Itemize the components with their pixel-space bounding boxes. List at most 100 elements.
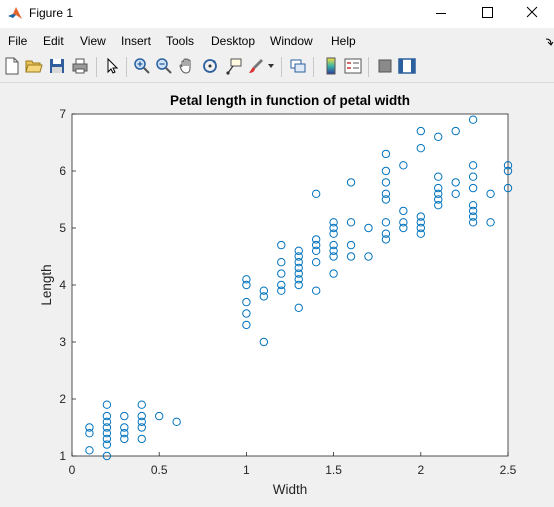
data-point bbox=[503, 183, 513, 193]
data-point bbox=[137, 423, 146, 432]
data-point bbox=[346, 218, 356, 227]
data-point bbox=[137, 434, 146, 444]
hide-plot-tools-icon[interactable] bbox=[376, 57, 394, 75]
new-figure-icon[interactable] bbox=[3, 57, 21, 75]
data-point bbox=[329, 218, 338, 227]
axes-area[interactable] bbox=[71, 113, 509, 457]
data-cursor-icon[interactable] bbox=[225, 57, 243, 75]
x-tick-label: 0.5 bbox=[151, 463, 168, 477]
window-title: Figure 1 bbox=[29, 6, 74, 20]
data-point bbox=[346, 252, 356, 261]
data-point bbox=[416, 212, 425, 221]
data-point bbox=[468, 115, 478, 124]
menu-view[interactable]: View bbox=[80, 34, 106, 48]
data-point bbox=[329, 252, 338, 261]
data-point bbox=[294, 252, 303, 261]
show-plot-tools-icon[interactable] bbox=[398, 57, 416, 75]
minimize-button[interactable] bbox=[418, 0, 464, 28]
data-point bbox=[294, 258, 303, 267]
data-point bbox=[364, 223, 373, 233]
data-point bbox=[85, 429, 94, 438]
data-point bbox=[120, 434, 129, 444]
data-point bbox=[451, 126, 460, 136]
data-point bbox=[486, 189, 495, 199]
menu-insert[interactable]: Insert bbox=[121, 34, 152, 48]
data-point bbox=[311, 286, 321, 295]
y-axis-label: Length bbox=[39, 264, 54, 305]
data-point bbox=[434, 195, 443, 204]
data-point bbox=[381, 166, 391, 176]
data-point bbox=[381, 229, 391, 238]
data-point bbox=[102, 451, 112, 461]
data-point bbox=[242, 275, 251, 284]
print-icon[interactable] bbox=[71, 57, 89, 75]
dock-arrow-icon[interactable] bbox=[545, 37, 554, 46]
menu-edit[interactable]: Edit bbox=[43, 34, 64, 48]
x-tick-label: 0 bbox=[69, 463, 76, 477]
title-bar: Figure 1 bbox=[0, 0, 554, 28]
x-tick-label: 1 bbox=[243, 463, 250, 477]
data-point bbox=[137, 417, 146, 426]
data-point bbox=[277, 258, 286, 267]
data-point bbox=[85, 423, 94, 432]
legend-icon[interactable] bbox=[344, 57, 362, 75]
link-plot-icon[interactable] bbox=[289, 57, 307, 75]
data-point bbox=[329, 246, 338, 256]
data-point bbox=[102, 400, 112, 409]
data-point bbox=[137, 411, 146, 421]
data-point bbox=[242, 309, 251, 318]
scatter-plot[interactable]: Petal length in function of petal width … bbox=[0, 83, 554, 502]
close-icon bbox=[526, 6, 538, 18]
open-file-icon[interactable] bbox=[25, 57, 43, 75]
data-point bbox=[259, 292, 269, 301]
data-point bbox=[346, 240, 356, 250]
data-point bbox=[399, 223, 408, 233]
brush-icon[interactable] bbox=[247, 57, 265, 75]
data-point bbox=[102, 429, 112, 438]
data-point bbox=[242, 297, 251, 307]
zoom-out-icon[interactable] bbox=[155, 57, 173, 75]
y-tick-label: 5 bbox=[59, 221, 66, 235]
menu-file[interactable]: File bbox=[8, 34, 28, 48]
data-point bbox=[381, 189, 391, 199]
maximize-icon bbox=[482, 7, 493, 18]
figure-canvas: Petal length in function of petal width … bbox=[0, 83, 554, 502]
close-button[interactable] bbox=[510, 0, 554, 28]
menu-tools[interactable]: Tools bbox=[166, 34, 195, 48]
data-point bbox=[381, 149, 391, 159]
toolbar-separator bbox=[96, 57, 97, 77]
data-point bbox=[329, 229, 338, 238]
data-point bbox=[155, 411, 164, 421]
data-point bbox=[416, 218, 425, 227]
menu-window[interactable]: Window bbox=[270, 34, 313, 48]
pointer-icon[interactable] bbox=[103, 57, 121, 75]
data-point bbox=[294, 280, 303, 290]
y-tick-label: 6 bbox=[59, 164, 66, 178]
colorbar-icon[interactable] bbox=[322, 57, 340, 75]
menu-help[interactable]: Help bbox=[331, 34, 356, 48]
data-point bbox=[329, 240, 338, 250]
data-point bbox=[329, 223, 338, 233]
maximize-button[interactable] bbox=[464, 0, 510, 28]
data-point bbox=[434, 183, 443, 193]
data-point bbox=[381, 218, 391, 227]
data-point bbox=[102, 440, 112, 449]
data-point bbox=[346, 178, 356, 187]
data-point bbox=[416, 126, 425, 136]
data-point bbox=[468, 161, 478, 170]
data-point bbox=[468, 201, 478, 210]
zoom-in-icon[interactable] bbox=[133, 57, 151, 75]
data-point bbox=[468, 206, 478, 216]
chevron-down-icon[interactable] bbox=[268, 64, 274, 68]
rotate-3d-icon[interactable] bbox=[201, 57, 219, 75]
save-icon[interactable] bbox=[48, 57, 66, 75]
data-point bbox=[311, 235, 321, 244]
menu-desktop[interactable]: Desktop bbox=[211, 34, 256, 48]
data-point bbox=[486, 218, 495, 227]
data-point bbox=[416, 229, 425, 238]
data-point bbox=[294, 246, 303, 256]
pan-icon[interactable] bbox=[178, 57, 196, 75]
data-point bbox=[503, 161, 513, 170]
data-point bbox=[294, 303, 303, 313]
data-point bbox=[102, 417, 112, 426]
